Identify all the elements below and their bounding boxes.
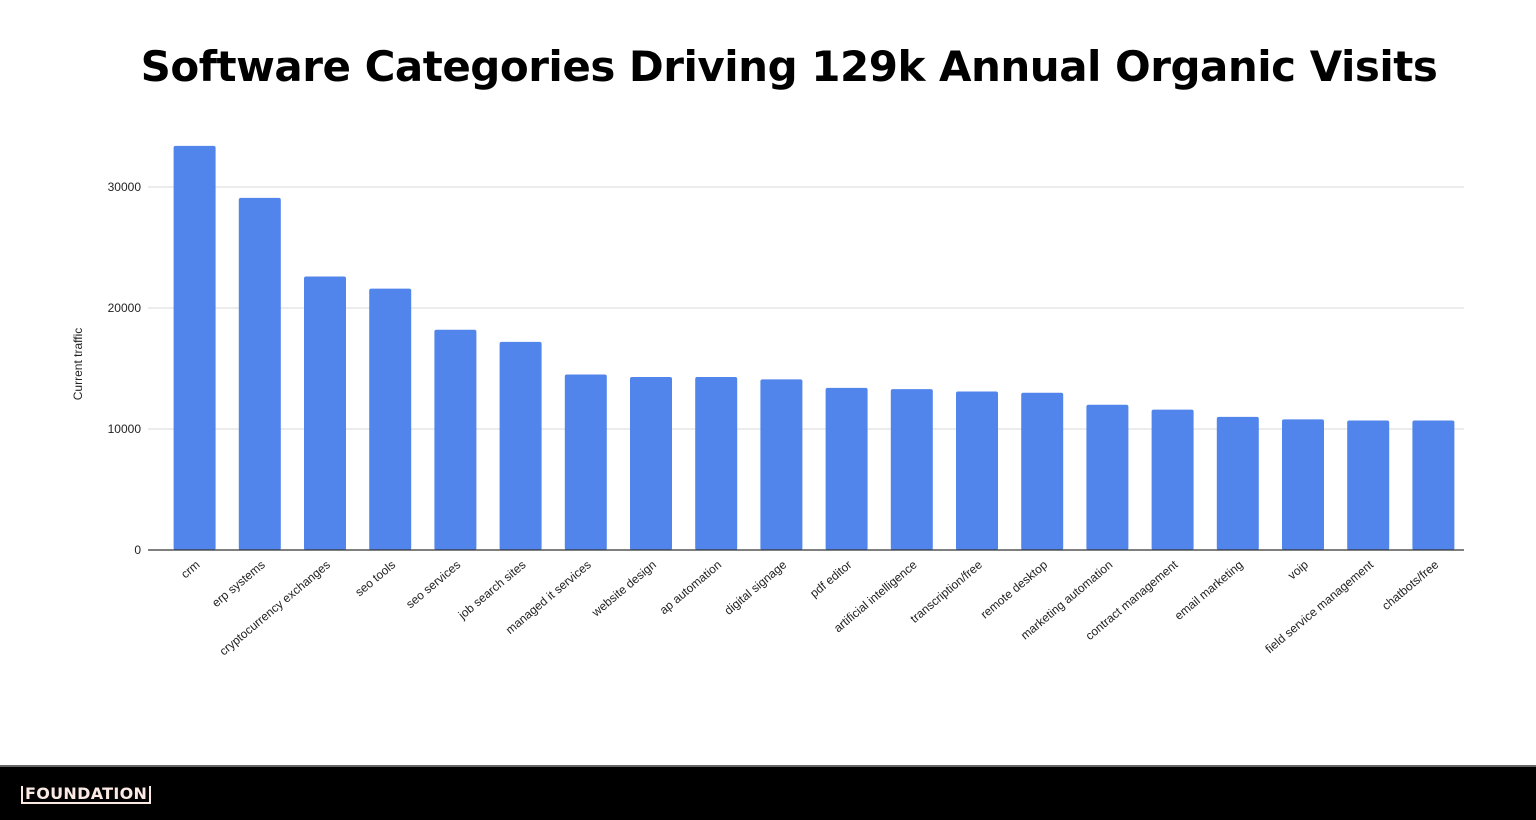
chart-title: Software Categories Driving 129k Annual … (140, 42, 1438, 91)
footer-bar: FOUNDATION (0, 765, 1536, 820)
x-tick-label: digital signage (722, 557, 790, 617)
bar-job-search-sites (499, 341, 542, 550)
x-tick-label: seo services (403, 558, 463, 612)
x-tick-label: website design (588, 558, 659, 620)
bar-email-marketing (1216, 416, 1259, 550)
bar-ap-automation (695, 376, 738, 550)
bar-transcription-free (956, 391, 998, 550)
bar-contract-management (1151, 409, 1194, 550)
bar-cryptocurrency-exchanges (304, 276, 346, 550)
y-tick-label: 0 (134, 543, 141, 557)
bar-seo-tools (369, 288, 412, 550)
bar-remote-desktop (1021, 392, 1064, 550)
x-tick-label: crm (178, 558, 202, 582)
foundation-logo: FOUNDATION (21, 786, 152, 804)
x-tick-label: remote desktop (978, 557, 1051, 621)
bar-digital-signage (760, 379, 803, 550)
bar-artificial-intelligence (890, 389, 933, 550)
bar-managed-it-services (564, 374, 607, 550)
bar-crm (173, 145, 216, 551)
x-tick-label: field service management (1262, 557, 1376, 656)
x-tick-label: voip (1285, 557, 1311, 582)
bar-chatbots-free (1412, 420, 1455, 550)
x-tick-label: pdf editor (807, 558, 854, 601)
x-tick-label: erp systems (209, 558, 268, 610)
x-tick-label: chatbots/free (1379, 557, 1441, 613)
bar-website-design (630, 376, 672, 550)
x-tick-label: ap automation (657, 558, 724, 618)
y-tick-label: 30000 (108, 180, 142, 194)
x-tick-label: cryptocurrency exchanges (217, 558, 333, 659)
bar-chart: 0 10000 20000 30000 Current traffic crm erp sy… (71, 145, 1464, 659)
y-tick-label: 20000 (108, 301, 142, 315)
y-tick-label: 10000 (108, 422, 142, 436)
bar-seo-services (434, 329, 477, 550)
bar-erp-systems (238, 197, 281, 550)
x-tick-label: email marketing (1172, 558, 1246, 623)
bar-pdf-editor (825, 387, 868, 550)
x-tick-label: seo tools (352, 558, 398, 600)
bar-marketing-automation (1086, 404, 1129, 550)
y-axis-label: Current traffic (71, 328, 85, 400)
bar-voip (1282, 419, 1324, 550)
bar-field-service-management (1347, 420, 1390, 550)
